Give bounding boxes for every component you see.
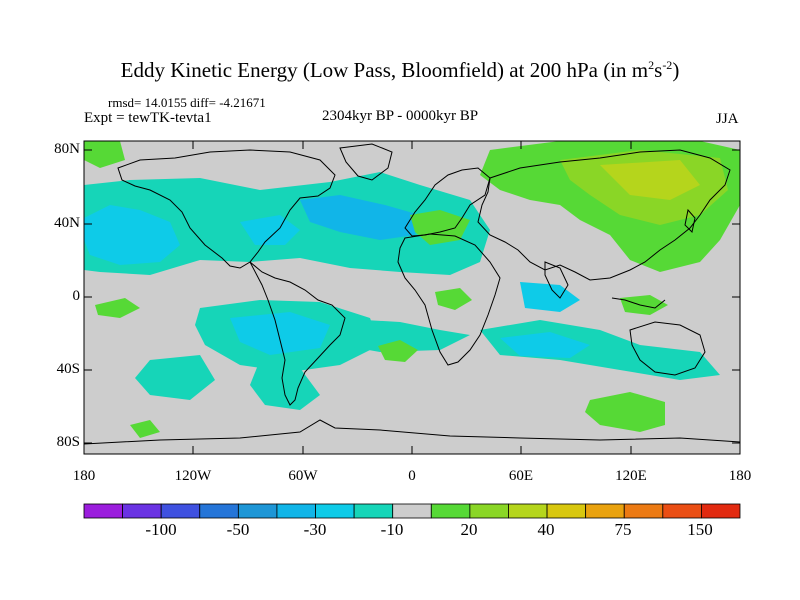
coastline-antarctica — [84, 419, 740, 445]
field-region-indonesia-positive — [620, 295, 668, 315]
colorbar-swatch — [701, 503, 741, 519]
coastline-africa — [397, 233, 501, 366]
field-region-eurasia-positive-strong — [600, 160, 700, 200]
lon-label-60w: 60W — [288, 468, 318, 484]
lat-label-0: 0 — [72, 288, 81, 304]
colorbar-swatch — [392, 503, 432, 519]
coastline-australia — [629, 321, 706, 376]
colorbar-swatch — [623, 503, 664, 519]
stats-text: rmsd= 14.0155 diff= -4.21671 — [108, 95, 266, 110]
colorbar-swatch — [122, 503, 162, 519]
coastline-indonesia — [611, 297, 666, 309]
lon-label-60e: 60E — [508, 468, 534, 484]
coastline-india — [544, 261, 569, 299]
field-region-north-pacific-negative-strong — [84, 205, 180, 265]
period-label: 2304kyr BP - 0000kyr BP — [321, 108, 479, 124]
colorbar-label: 20 — [460, 520, 478, 539]
field-region-south-pacific-negative-strong — [230, 312, 330, 355]
colorbar-swatch — [469, 503, 509, 519]
lon-label-120e: 120E — [615, 468, 647, 484]
field-region-southwest-positive — [130, 420, 160, 438]
field-region-indian-ocean-negative-strong — [500, 332, 590, 358]
colorbar-swatch — [276, 503, 316, 519]
colorbar-label: 40 — [537, 520, 555, 539]
lon-label-120w: 120W — [174, 468, 212, 484]
field-region-south-pacific-west-negative — [135, 355, 215, 400]
colorbar-swatch — [160, 503, 201, 519]
colorbar — [83, 503, 741, 519]
colorbar-swatch — [237, 503, 278, 519]
colorbar-swatch — [430, 503, 471, 519]
plot-title: Eddy Kinetic Energy (Low Pass, Bloomfiel… — [120, 58, 680, 82]
field-region-south-indian-positive — [585, 392, 665, 432]
field-region-arctic-positive — [84, 141, 125, 168]
field-layer — [84, 141, 740, 454]
colorbar-label: -10 — [380, 520, 404, 539]
coastline-north-america — [117, 149, 336, 269]
colorbar-label: 75 — [614, 520, 632, 539]
lon-label-180e: 180 — [728, 468, 752, 484]
colorbar-swatch — [315, 503, 355, 519]
coastline-asia — [477, 149, 731, 281]
field-region-south-atlantic-negative — [330, 318, 470, 352]
colorbar-swatch — [508, 503, 548, 519]
lat-label-40n: 40N — [54, 215, 80, 231]
colorbar-label: -100 — [145, 520, 177, 539]
coastline-europe — [404, 167, 491, 237]
experiment-label: Expt = tewTK-tevta1 — [84, 110, 212, 126]
lon-label-0: 0 — [408, 468, 416, 484]
colorbar-swatch — [546, 503, 587, 519]
colorbar-swatch — [585, 503, 625, 519]
colorbar-swatch — [353, 503, 394, 519]
field-region-south-america-negative — [250, 360, 320, 410]
lon-label-180w: 180 — [72, 468, 96, 484]
colorbar-swatch — [199, 503, 239, 519]
field-region-east-pacific-positive — [95, 298, 140, 318]
field-region-north-america-negative — [240, 215, 300, 245]
coastline-layer — [84, 143, 740, 445]
colorbar-swatch — [662, 503, 702, 519]
field-region-central-africa-positive — [435, 288, 472, 310]
lat-label-40s: 40S — [56, 361, 80, 377]
axis-ticks — [83, 141, 741, 454]
coastline-greenland — [339, 143, 393, 181]
coastline-south-america — [249, 261, 346, 406]
colorbar-swatch — [83, 503, 123, 519]
field-region-africa-positive — [378, 340, 418, 362]
lat-label-80s: 80S — [56, 434, 80, 450]
field-region-north-atlantic-negative-strong — [300, 195, 420, 240]
colorbar-label: -50 — [226, 520, 250, 539]
colorbar-label: 150 — [687, 520, 713, 539]
coastline-japan — [684, 208, 696, 234]
colorbar-label: -30 — [303, 520, 327, 539]
season-label: JJA — [716, 111, 739, 127]
lat-label-80n: 80N — [54, 141, 80, 157]
